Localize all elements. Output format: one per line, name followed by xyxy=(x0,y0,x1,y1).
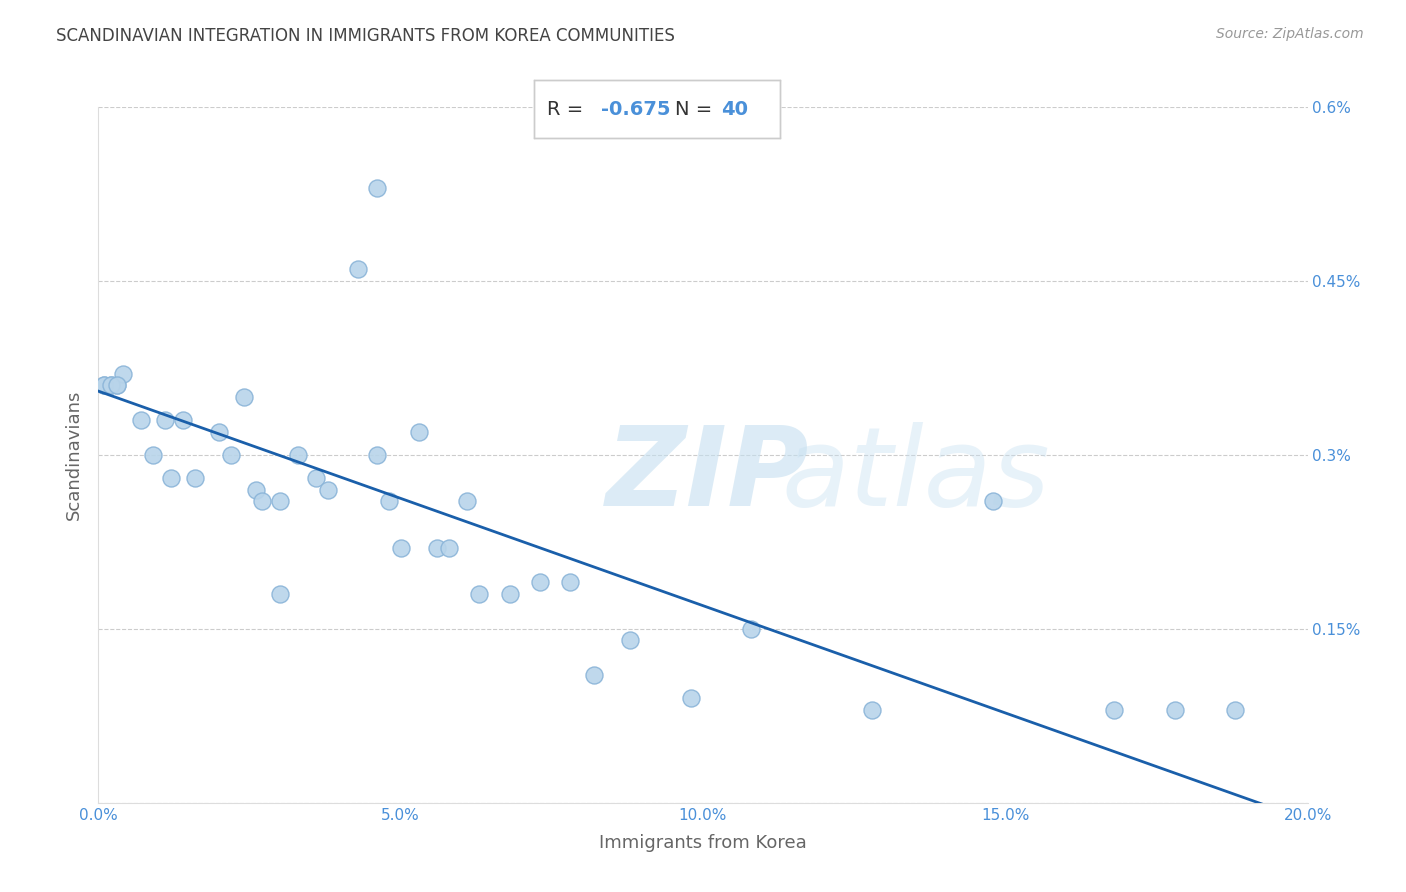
Point xyxy=(437,541,460,555)
Point xyxy=(245,483,267,497)
Point xyxy=(408,425,430,439)
Point xyxy=(1163,703,1185,717)
X-axis label: Immigrants from Korea: Immigrants from Korea xyxy=(599,834,807,852)
Text: atlas: atlas xyxy=(782,422,1050,529)
Point xyxy=(305,471,328,485)
Point xyxy=(468,587,491,601)
Point xyxy=(142,448,165,462)
Point xyxy=(105,378,128,392)
Text: ZIP: ZIP xyxy=(606,422,810,529)
Point xyxy=(269,494,291,508)
Point xyxy=(250,494,273,508)
Y-axis label: Scandinavians: Scandinavians xyxy=(65,390,83,520)
Point xyxy=(619,633,641,648)
Point xyxy=(184,471,207,485)
Point xyxy=(287,448,309,462)
Point xyxy=(558,575,581,590)
Point xyxy=(366,448,388,462)
Point xyxy=(981,494,1004,508)
Point xyxy=(529,575,551,590)
Text: R =: R = xyxy=(547,100,589,119)
Point xyxy=(1102,703,1125,717)
Point xyxy=(111,367,134,381)
Point xyxy=(347,262,370,277)
Point xyxy=(860,703,883,717)
Point xyxy=(93,378,115,392)
Point xyxy=(269,587,291,601)
Point xyxy=(208,425,231,439)
Point xyxy=(1223,703,1246,717)
Point xyxy=(153,413,176,427)
Text: SCANDINAVIAN INTEGRATION IN IMMIGRANTS FROM KOREA COMMUNITIES: SCANDINAVIAN INTEGRATION IN IMMIGRANTS F… xyxy=(56,27,675,45)
Point xyxy=(740,622,762,636)
Text: -0.675: -0.675 xyxy=(600,100,671,119)
Point xyxy=(456,494,478,508)
Point xyxy=(377,494,399,508)
Point xyxy=(100,378,122,392)
Point xyxy=(221,448,243,462)
Point xyxy=(389,541,412,555)
Point xyxy=(232,390,254,404)
Text: Source: ZipAtlas.com: Source: ZipAtlas.com xyxy=(1216,27,1364,41)
Point xyxy=(498,587,520,601)
Point xyxy=(100,378,122,392)
Point xyxy=(316,483,339,497)
Point xyxy=(583,668,606,682)
Text: N =: N = xyxy=(675,100,718,119)
Point xyxy=(426,541,449,555)
Point xyxy=(105,378,128,392)
Point xyxy=(160,471,183,485)
Point xyxy=(679,691,702,706)
Point xyxy=(172,413,194,427)
Point xyxy=(93,378,115,392)
Point xyxy=(366,181,388,195)
Text: 40: 40 xyxy=(721,100,748,119)
Point xyxy=(129,413,152,427)
